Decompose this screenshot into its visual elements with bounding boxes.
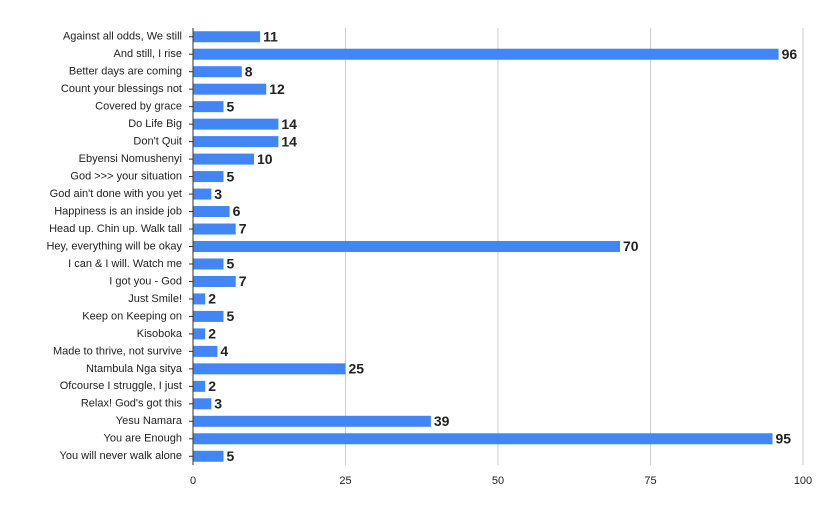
y-tick-label: Yesu Namara (116, 415, 183, 427)
bar (193, 48, 779, 60)
bar (193, 380, 206, 392)
value-label: 96 (782, 46, 798, 62)
value-label: 3 (214, 186, 222, 202)
value-label: 25 (349, 361, 365, 377)
x-tick-label: 25 (339, 475, 351, 487)
bar (193, 118, 279, 130)
y-tick-label: Made to thrive, not survive (53, 345, 182, 357)
bar (193, 363, 346, 375)
bar (193, 171, 224, 183)
y-tick-label: Just Smile! (128, 293, 182, 305)
bar (193, 83, 267, 95)
value-label: 6 (233, 203, 241, 219)
bar (193, 450, 224, 462)
y-tick-label: Do Life Big (128, 118, 182, 130)
bar (193, 153, 254, 165)
value-label: 14 (281, 116, 297, 132)
y-tick-label: Hey, everything will be okay (46, 240, 182, 252)
value-label: 5 (227, 256, 235, 272)
value-label: 39 (434, 413, 450, 429)
bar (193, 101, 224, 113)
value-label: 95 (776, 430, 792, 446)
value-label: 14 (281, 133, 297, 149)
bar (193, 398, 212, 410)
value-label: 2 (208, 378, 216, 394)
value-label: 7 (239, 273, 247, 289)
value-label: 4 (220, 343, 228, 359)
bar (193, 31, 261, 43)
y-tick-label: Happiness is an inside job (54, 205, 182, 217)
value-label: 8 (245, 63, 253, 79)
bar (193, 136, 279, 148)
value-label: 10 (257, 151, 273, 167)
y-tick-label: Ofcourse I struggle, I just (60, 380, 182, 392)
x-tick-label: 75 (644, 475, 656, 487)
y-tick-label: Relax! God's got this (81, 398, 183, 410)
y-tick-label: You are Enough (104, 433, 183, 445)
x-tick-label: 50 (492, 475, 504, 487)
x-tick-label: 100 (794, 475, 812, 487)
bar (193, 293, 206, 305)
bar (193, 258, 224, 270)
value-label: 11 (263, 28, 278, 44)
y-tick-label: Kisoboka (137, 328, 183, 340)
y-tick-label: Covered by grace (95, 101, 182, 113)
y-tick-label: Against all odds, We still (63, 31, 182, 43)
value-label: 2 (208, 291, 216, 307)
y-tick-label: I got you - God (109, 275, 182, 287)
y-tick-label: I can & I will. Watch me (68, 258, 182, 270)
y-tick-label: Don't Quit (133, 136, 182, 148)
y-tick-label: God >>> your situation (70, 170, 182, 182)
bar (193, 188, 212, 200)
y-tick-label: Ebyensi Nomushenyi (79, 153, 182, 165)
y-tick-label: Count your blessings not (61, 83, 182, 95)
bar (193, 345, 218, 357)
bar (193, 241, 620, 252)
bar (193, 223, 236, 235)
y-tick-label: Better days are coming (69, 66, 182, 78)
x-tick-label: 0 (190, 475, 196, 487)
value-label: 5 (227, 168, 235, 184)
bar (193, 415, 431, 427)
value-label: 5 (227, 98, 235, 114)
bar (193, 433, 773, 445)
bar (193, 206, 230, 218)
y-tick-label: Keep on Keeping on (82, 310, 182, 322)
bar (193, 310, 224, 322)
value-label: 5 (227, 448, 235, 464)
value-label: 2 (208, 326, 216, 342)
value-label: 12 (269, 81, 285, 97)
y-tick-label: You will never walk alone (60, 450, 183, 462)
y-tick-label: And still, I rise (114, 48, 182, 60)
y-tick-label: Ntambula Nga sitya (86, 363, 183, 375)
bar (193, 275, 236, 287)
y-tick-label: Head up. Chin up. Walk tall (49, 223, 182, 235)
y-tick-label: God ain't done with you yet (50, 188, 182, 200)
bar (193, 328, 206, 340)
value-label: 70 (623, 238, 639, 254)
value-label: 5 (227, 308, 235, 324)
value-label: 7 (239, 221, 247, 237)
value-label: 3 (214, 396, 222, 412)
bar (193, 66, 242, 78)
